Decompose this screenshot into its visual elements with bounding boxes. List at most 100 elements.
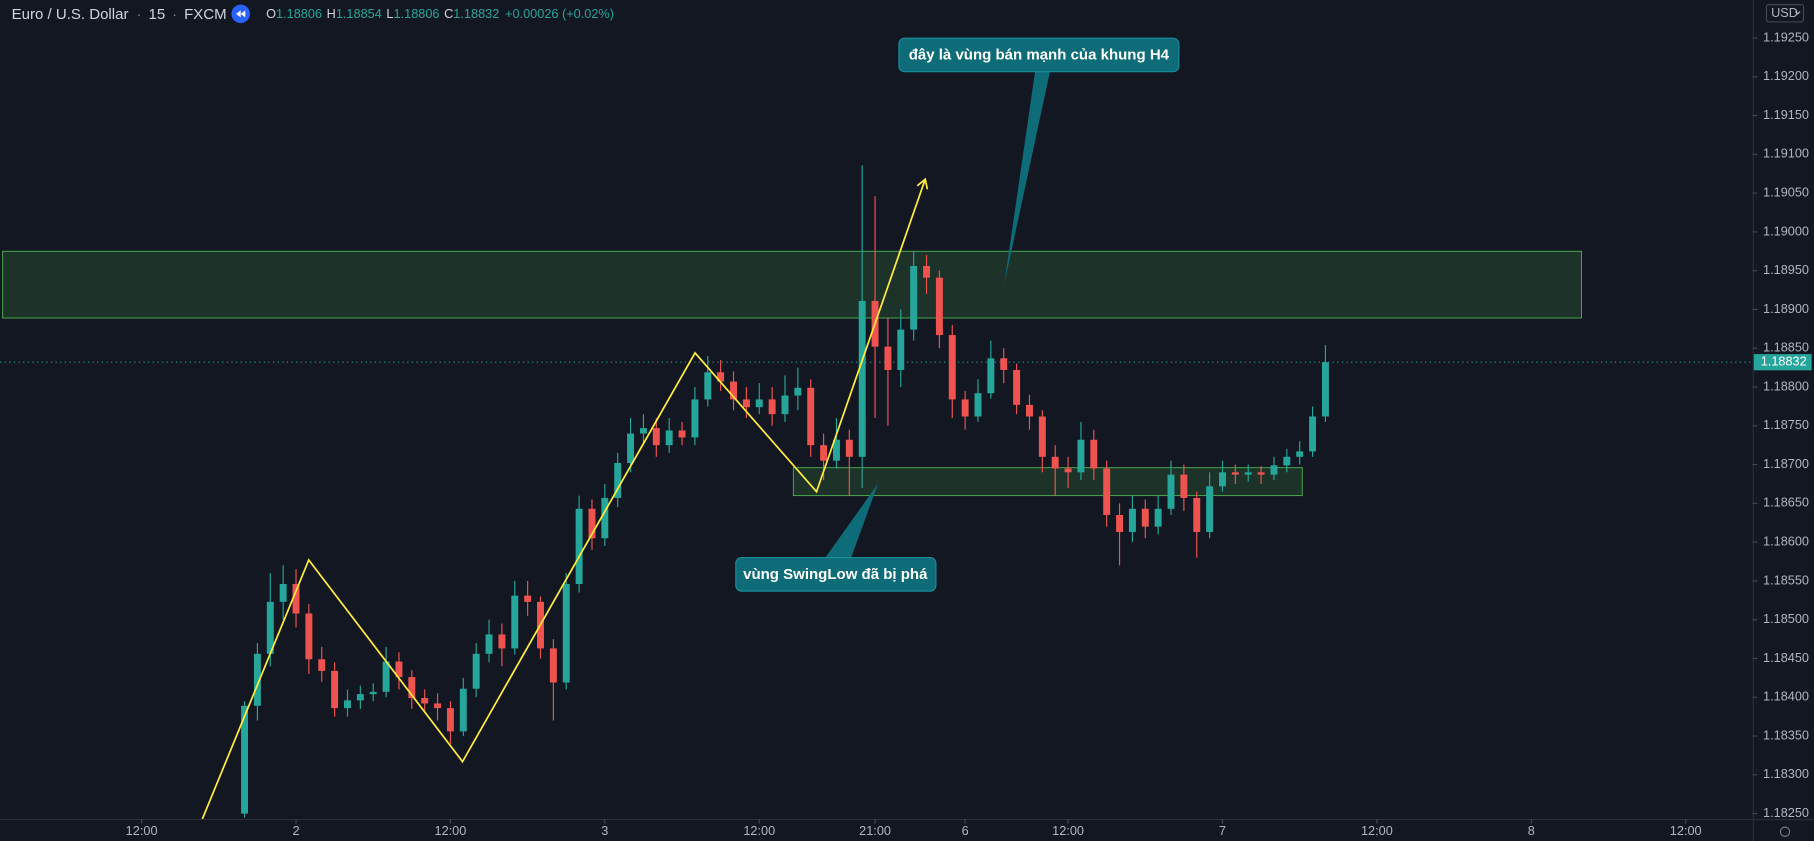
y-tick-label: 1.18300 bbox=[1763, 766, 1809, 781]
candle-body bbox=[1038, 416, 1046, 457]
candle-body bbox=[884, 346, 892, 370]
x-tick-label: 7 bbox=[1219, 823, 1226, 838]
y-tick-label: 1.19050 bbox=[1763, 184, 1809, 199]
candle-body bbox=[549, 648, 557, 683]
candle-body bbox=[935, 277, 943, 336]
y-tick-label: 1.18850 bbox=[1763, 340, 1809, 355]
candle-body bbox=[421, 698, 429, 704]
currency-button[interactable]: USD bbox=[1765, 4, 1805, 23]
candle-body bbox=[1103, 468, 1111, 515]
candle-body bbox=[241, 705, 249, 814]
candle-body bbox=[639, 428, 647, 434]
x-tick-label: 21:00 bbox=[859, 823, 891, 838]
ohlc-label: H bbox=[327, 6, 336, 21]
y-tick-label: 1.18950 bbox=[1763, 262, 1809, 277]
candle-body bbox=[627, 433, 635, 464]
symbol: Euro / U.S. Dollar · 15 · FXCM bbox=[12, 6, 227, 23]
candle-body bbox=[794, 387, 802, 396]
candle-body bbox=[1000, 358, 1008, 370]
candle-body bbox=[253, 653, 261, 706]
settings-icon[interactable] bbox=[1779, 826, 1791, 837]
x-tick-label: 12:00 bbox=[126, 823, 158, 838]
candle-body bbox=[279, 584, 287, 602]
candle-body bbox=[1309, 416, 1317, 452]
candle-body bbox=[1206, 486, 1214, 533]
candle-body bbox=[1257, 472, 1265, 475]
candle-body bbox=[858, 300, 866, 457]
arrowhead bbox=[916, 177, 929, 190]
candle-body bbox=[408, 677, 416, 699]
symbol-name: Euro / U.S. Dollar bbox=[12, 6, 129, 23]
separator: · bbox=[172, 6, 177, 23]
candle-body bbox=[524, 595, 532, 602]
candle-body bbox=[1025, 404, 1033, 417]
chevron bbox=[1795, 11, 1801, 15]
x-tick-label: 12:00 bbox=[1361, 823, 1393, 838]
y-tick-label: 1.18400 bbox=[1763, 689, 1809, 704]
candle-body bbox=[1116, 514, 1124, 533]
candle-body bbox=[511, 595, 519, 649]
y-tick-label: 1.19200 bbox=[1763, 68, 1809, 83]
candle-body bbox=[292, 584, 300, 614]
y-tick-label: 1.18650 bbox=[1763, 495, 1809, 510]
candle-body bbox=[832, 439, 840, 461]
ohlc-label: C bbox=[444, 6, 453, 21]
candle-body bbox=[923, 266, 930, 278]
candle-body bbox=[755, 399, 763, 408]
candle-body bbox=[781, 395, 789, 415]
zone bbox=[792, 467, 1303, 497]
candle-body bbox=[730, 381, 737, 400]
candle-body bbox=[1013, 369, 1021, 405]
candle-body bbox=[987, 358, 995, 394]
candle-body bbox=[1077, 439, 1085, 473]
change: +0.00026 (+0.02%) bbox=[505, 6, 614, 21]
candle-body bbox=[1296, 451, 1304, 457]
candle-body bbox=[472, 653, 480, 689]
ohlc-value: 1.18806 bbox=[276, 6, 322, 21]
y-tick-label: 1.18350 bbox=[1763, 727, 1809, 742]
ohlc-value: 1.18854 bbox=[336, 6, 382, 21]
callout-lower: vùng SwingLow đã bị phá bbox=[735, 483, 937, 592]
candle-body bbox=[1321, 362, 1329, 417]
candle-body bbox=[331, 670, 339, 709]
y-tick-label: 1.18800 bbox=[1763, 378, 1809, 393]
x-tick-label: 12:00 bbox=[435, 823, 467, 838]
candle-body bbox=[369, 691, 377, 695]
candle-body bbox=[665, 430, 673, 446]
y-tick-label: 1.19100 bbox=[1763, 146, 1809, 161]
ohlc: O1.18806 H1.18854 L1.18806 C1.18832 +0.00026… bbox=[266, 6, 614, 21]
candle-body bbox=[678, 430, 686, 438]
candle-body bbox=[588, 508, 596, 539]
candle-body bbox=[845, 439, 853, 457]
candle-body bbox=[382, 661, 390, 692]
candle-body bbox=[1128, 508, 1136, 533]
ohlc-value: 1.18832 bbox=[453, 6, 499, 21]
x-tick-label: 12:00 bbox=[1052, 823, 1084, 838]
candle-body bbox=[768, 399, 776, 415]
candle-body bbox=[1283, 456, 1291, 466]
candle-body bbox=[691, 399, 699, 438]
callout-pointer bbox=[1004, 69, 1051, 285]
candle-body bbox=[614, 463, 622, 498]
zigzag-line bbox=[201, 178, 927, 820]
candle-body bbox=[1167, 474, 1175, 509]
last-price-label: 1.18832 bbox=[1761, 354, 1807, 369]
candle-body bbox=[1193, 497, 1201, 533]
candle-body bbox=[961, 399, 969, 417]
y-tick-label: 1.18750 bbox=[1763, 417, 1809, 432]
candle-body bbox=[395, 661, 403, 678]
candle-body bbox=[897, 329, 905, 370]
y-tick-label: 1.18450 bbox=[1763, 650, 1809, 665]
y-tick-label: 1.18700 bbox=[1763, 456, 1809, 471]
candle-body bbox=[356, 694, 364, 701]
currency-box bbox=[1765, 4, 1805, 23]
candle-body bbox=[305, 613, 313, 660]
y-tick-label: 1.19250 bbox=[1763, 29, 1809, 44]
candle-body bbox=[652, 428, 660, 446]
callout-text: đây là vùng bán mạnh của khung H4 bbox=[909, 46, 1170, 63]
gear bbox=[1779, 826, 1791, 837]
candle-body bbox=[820, 445, 828, 461]
x-tick-label: 3 bbox=[601, 823, 608, 838]
